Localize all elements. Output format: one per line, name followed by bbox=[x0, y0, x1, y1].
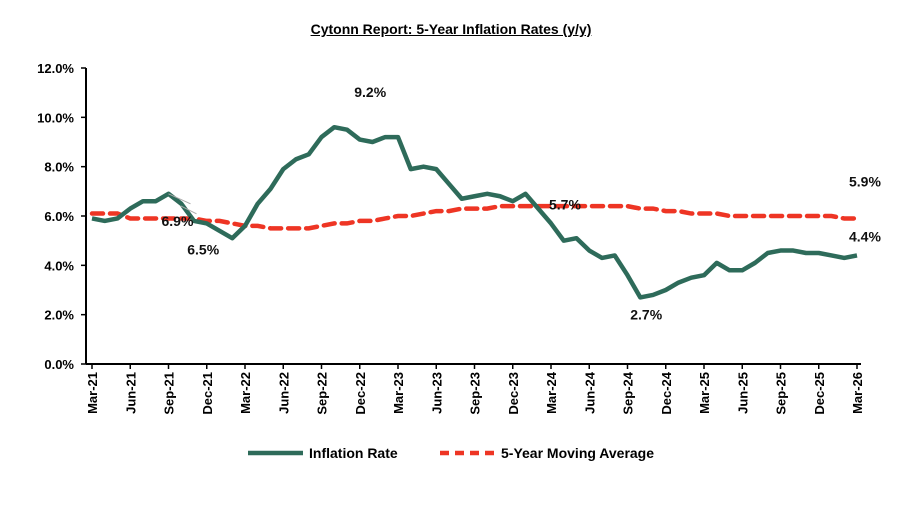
chart-title: Cytonn Report: 5-Year Inflation Rates (y… bbox=[310, 21, 592, 37]
moving-average-line bbox=[89, 203, 860, 231]
x-tick-label: Jun-22 bbox=[276, 372, 291, 414]
x-tick-label: Mar-26 bbox=[850, 372, 865, 414]
data-label: 4.4% bbox=[849, 228, 881, 244]
x-tick-label: Mar-22 bbox=[238, 372, 253, 414]
x-tick-label: Mar-25 bbox=[697, 372, 712, 414]
y-tick-label: 2.0% bbox=[44, 308, 74, 323]
x-tick-label: Jun-24 bbox=[582, 371, 597, 414]
legend-moving-average-label: 5-Year Moving Average bbox=[501, 445, 654, 461]
y-tick-label: 4.0% bbox=[44, 258, 74, 273]
x-tick-label: Dec-23 bbox=[506, 372, 521, 415]
x-tick-label: Jun-23 bbox=[429, 372, 444, 414]
y-tick-label: 8.0% bbox=[44, 160, 74, 175]
y-tick-label: 0.0% bbox=[44, 357, 74, 372]
data-label: 5.7% bbox=[549, 196, 581, 212]
legend-inflation-label: Inflation Rate bbox=[309, 445, 398, 461]
y-tick-label: 6.0% bbox=[44, 209, 74, 224]
data-label: 9.2% bbox=[354, 84, 386, 100]
leader-line bbox=[168, 193, 191, 205]
y-tick-label: 12.0% bbox=[37, 61, 74, 76]
data-label: 6.9% bbox=[162, 213, 194, 229]
x-tick-label: Sep-24 bbox=[621, 371, 636, 414]
x-tick-label: Dec-22 bbox=[353, 372, 368, 415]
x-tick-label: Mar-21 bbox=[85, 372, 100, 414]
x-tick-label: Mar-23 bbox=[391, 372, 406, 414]
x-tick-label: Sep-21 bbox=[162, 372, 177, 415]
x-tick-label: Mar-24 bbox=[544, 371, 559, 414]
data-label: 5.9% bbox=[849, 173, 881, 189]
x-tick-label: Sep-23 bbox=[468, 372, 483, 415]
y-tick-label: 10.0% bbox=[37, 110, 74, 125]
x-tick-label: Jun-25 bbox=[735, 372, 750, 414]
inflation-rate-line bbox=[91, 124, 858, 300]
x-tick-label: Sep-25 bbox=[774, 372, 789, 415]
leader-line bbox=[180, 205, 197, 215]
data-label: 2.7% bbox=[630, 306, 662, 322]
data-label: 6.5% bbox=[187, 242, 219, 258]
x-tick-label: Dec-24 bbox=[659, 371, 674, 414]
x-tick-label: Dec-25 bbox=[812, 372, 827, 415]
x-tick-label: Jun-21 bbox=[123, 372, 138, 414]
x-tick-label: Dec-21 bbox=[200, 372, 215, 415]
x-tick-label: Sep-22 bbox=[315, 372, 330, 415]
